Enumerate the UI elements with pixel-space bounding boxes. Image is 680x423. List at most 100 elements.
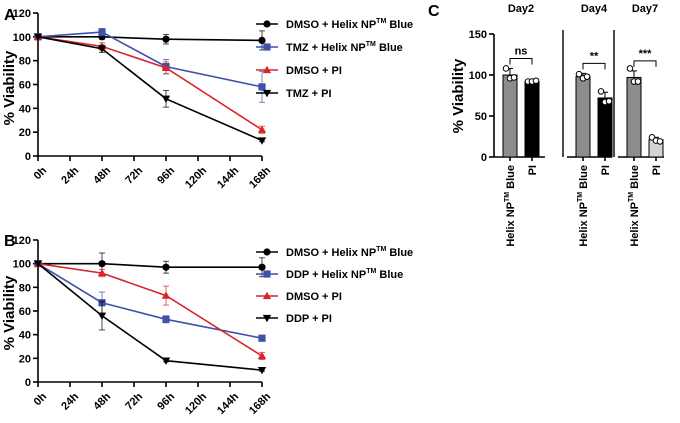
significance-bracket — [633, 60, 657, 67]
panel-b-y-axis-label: % Viability — [1, 275, 18, 350]
panel-c-y-axis-label: % Viability — [450, 58, 467, 133]
significance-bracket — [582, 62, 606, 70]
data-point-marker — [258, 334, 266, 342]
x-tick-label: 0h — [32, 391, 50, 409]
replicate-point — [532, 77, 540, 85]
x-tick-label: 72h — [123, 391, 145, 413]
x-tick-label: 72h — [123, 165, 145, 187]
bar-category-label: PI — [527, 165, 539, 175]
legend-entry-text: DMSO + Helix NP — [286, 19, 376, 31]
y-tick-label: 80 — [19, 282, 31, 294]
bar-category-label-superscript: TM — [504, 192, 511, 202]
data-point-marker — [257, 137, 267, 145]
legend-entry: DMSO + PI — [286, 65, 342, 77]
y-tick-label: 60 — [19, 80, 31, 92]
bar-category-label: Helix NPTM Blue — [628, 165, 641, 247]
y-tick-label: 100 — [13, 259, 31, 271]
x-tick-label: 96h — [155, 165, 177, 187]
bar-category-label: Helix NPTM Blue — [504, 165, 517, 247]
legend-marker — [262, 291, 272, 300]
replicate-point — [634, 78, 642, 85]
bar-category-label-text: Helix NP — [578, 202, 590, 247]
data-point-marker — [97, 312, 107, 320]
y-tick-label: 120 — [13, 235, 31, 247]
legend-entry: TMZ + PI — [286, 88, 332, 100]
x-tick-label: 144h — [215, 165, 241, 191]
x-tick-label: 24h — [59, 165, 81, 187]
panel-a-series — [33, 27, 267, 145]
bar-category-label-text: Helix NP — [505, 202, 517, 247]
legend-marker — [263, 270, 271, 278]
data-point-marker — [33, 33, 43, 42]
legend-entry: DMSO + Helix NPTM Blue — [286, 246, 413, 259]
data-point-marker — [258, 263, 266, 271]
legend-entry-superscript: TM — [366, 268, 376, 275]
bar-category-label-text: PI — [600, 165, 612, 175]
significance-label: ns — [515, 45, 528, 57]
x-tick-label: 24h — [59, 391, 81, 413]
bar-category-label-text: PI — [527, 165, 539, 175]
legend-entry-suffix: Blue — [376, 269, 403, 281]
legend-entry: DDP + Helix NPTM Blue — [286, 268, 403, 281]
legend-entry-superscript: TM — [376, 246, 386, 253]
bar-category-label-superscript: TM — [628, 192, 635, 202]
y-tick-label: 100 — [13, 32, 31, 44]
legend-entry: DDP + PI — [286, 313, 332, 325]
legend-entry-text: DDP + Helix NP — [286, 269, 366, 281]
series-line — [38, 36, 263, 42]
legend-entry-text: DMSO + Helix NP — [286, 247, 376, 259]
series-line — [37, 262, 263, 340]
y-tick-label: 100 — [469, 70, 487, 82]
legend-marker — [262, 314, 272, 323]
y-tick-label: 80 — [19, 56, 31, 68]
legend-entry: DMSO + PI — [286, 291, 342, 303]
y-tick-label: 50 — [475, 111, 487, 123]
y-tick-label: 20 — [19, 127, 31, 139]
legend-entry-suffix: Blue — [386, 247, 413, 259]
legend-entry-text: TMZ + Helix NP — [286, 42, 366, 54]
x-tick-label: 168h — [247, 391, 273, 417]
significance-label: *** — [639, 48, 653, 60]
y-tick-label: 0 — [25, 151, 31, 163]
bar-category-label: PI — [651, 165, 663, 175]
legend-marker — [262, 89, 272, 98]
data-point-marker — [98, 28, 106, 36]
group-title: Day7 — [632, 3, 658, 15]
data-point-marker — [33, 260, 43, 268]
panel-a-line-chart: A % Viability 0 20 40 60 80 100 120 0h 24h 48h 72h… — [1, 7, 413, 191]
group-title: Day2 — [508, 3, 534, 15]
legend-entry: DMSO + Helix NPTM Blue — [286, 18, 413, 31]
data-point-marker — [257, 351, 267, 360]
y-tick-label: 0 — [481, 152, 487, 164]
bar — [502, 74, 518, 158]
bar — [597, 97, 613, 158]
series-line — [37, 36, 263, 131]
data-point-marker — [97, 268, 107, 277]
bar-category-label-superscript: TM — [577, 192, 584, 202]
replicate-point — [502, 65, 510, 72]
legend-marker — [262, 65, 272, 74]
data-point-marker — [161, 95, 171, 103]
replicate-point — [583, 73, 591, 80]
y-tick-label: 0 — [25, 377, 31, 389]
legend-entry-text: TMZ + PI — [286, 88, 332, 100]
legend-marker — [263, 43, 271, 51]
bar-category-label-suffix: Blue — [578, 165, 590, 192]
data-point-marker — [161, 357, 171, 365]
panel-c-bars: ns ** *** — [502, 45, 664, 158]
panel-b-series — [33, 252, 267, 375]
y-tick-label: 60 — [19, 306, 31, 318]
y-tick-label: 40 — [19, 103, 31, 115]
x-tick-label: 48h — [91, 165, 113, 187]
x-tick-label: 144h — [215, 391, 241, 417]
panel-a-label: A — [4, 7, 16, 24]
series-line — [37, 262, 263, 357]
legend-entry-suffix: Blue — [376, 42, 403, 54]
replicate-point — [575, 70, 583, 78]
data-point-marker — [257, 367, 267, 375]
x-tick-label: 120h — [183, 165, 209, 191]
bar-category-label-text: PI — [651, 165, 663, 175]
data-point-marker — [98, 260, 106, 268]
